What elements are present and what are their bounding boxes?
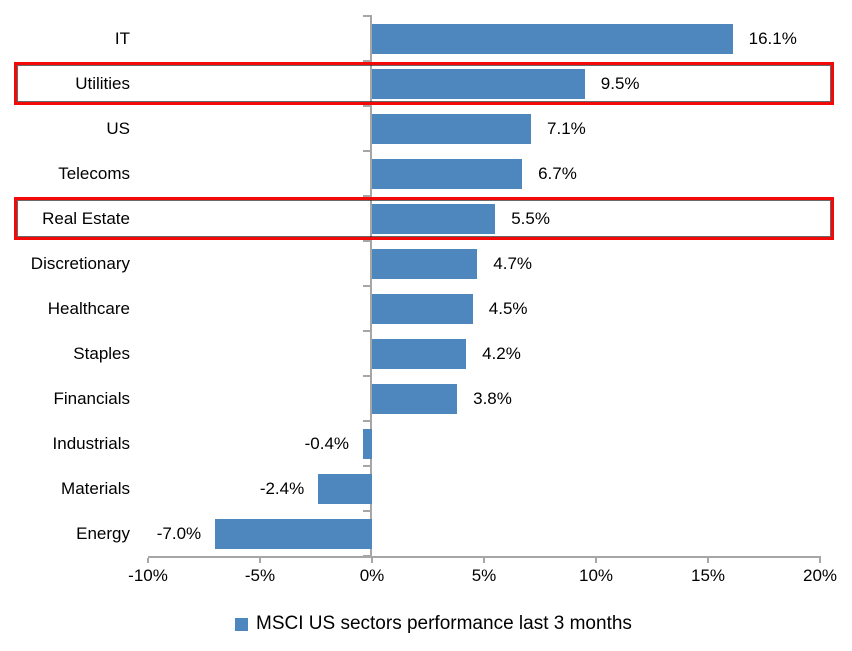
y-axis-tick bbox=[363, 330, 371, 332]
bar bbox=[318, 473, 372, 504]
y-axis-tick bbox=[363, 195, 371, 197]
bar bbox=[372, 248, 478, 279]
highlight-box-utilities bbox=[14, 62, 834, 105]
y-axis-tick bbox=[363, 15, 371, 17]
x-axis-tick bbox=[595, 558, 597, 563]
bar bbox=[372, 383, 458, 414]
value-label: 7.1% bbox=[547, 118, 586, 138]
legend: MSCI US sectors performance last 3 month… bbox=[235, 611, 632, 637]
y-axis-tick bbox=[363, 240, 371, 242]
bar bbox=[215, 518, 372, 549]
x-axis-tick-label: 5% bbox=[471, 566, 497, 585]
category-label: Healthcare bbox=[47, 298, 130, 318]
value-label: 4.7% bbox=[493, 253, 533, 273]
x-axis-tick bbox=[147, 558, 149, 563]
category-label: Financials bbox=[53, 388, 130, 408]
x-axis-line bbox=[148, 556, 821, 558]
bar bbox=[372, 203, 496, 234]
value-label: -2.4% bbox=[259, 478, 305, 498]
category-label: Discretionary bbox=[30, 253, 130, 273]
x-axis-tick-label: -10% bbox=[128, 566, 168, 585]
x-axis-tick-label: 10% bbox=[578, 566, 614, 585]
y-axis-tick bbox=[363, 420, 371, 422]
y-axis-tick bbox=[363, 375, 371, 377]
x-axis-tick bbox=[707, 558, 709, 563]
value-label: 4.5% bbox=[488, 298, 528, 318]
category-label: Real Estate bbox=[42, 208, 130, 228]
category-label: Industrials bbox=[52, 433, 130, 453]
bar bbox=[372, 113, 532, 144]
y-axis-tick bbox=[363, 555, 371, 557]
x-axis-tick-label: -5% bbox=[244, 566, 276, 585]
bar bbox=[372, 293, 473, 324]
value-label: 5.5% bbox=[511, 208, 550, 228]
category-label: Telecoms bbox=[58, 163, 130, 183]
bar bbox=[372, 68, 585, 99]
value-label: 6.7% bbox=[538, 163, 577, 183]
y-axis-tick bbox=[363, 105, 371, 107]
y-axis-tick bbox=[363, 150, 371, 152]
category-label: US bbox=[106, 118, 130, 138]
bar bbox=[372, 158, 523, 189]
highlight-box-real-estate bbox=[14, 197, 834, 240]
category-label: Staples bbox=[73, 343, 130, 363]
y-axis-tick bbox=[363, 465, 371, 467]
y-axis-tick bbox=[363, 285, 371, 287]
value-label: 16.1% bbox=[748, 28, 797, 48]
value-label: 3.8% bbox=[473, 388, 512, 408]
x-axis-tick-label: 20% bbox=[802, 566, 838, 585]
bar bbox=[363, 428, 372, 459]
x-axis-tick bbox=[819, 558, 821, 563]
category-label: Utilities bbox=[75, 73, 130, 93]
bar bbox=[372, 23, 733, 54]
x-axis-tick bbox=[371, 558, 373, 563]
category-label: IT bbox=[114, 28, 130, 48]
value-label: 4.2% bbox=[482, 343, 521, 363]
x-axis-tick bbox=[483, 558, 485, 563]
y-axis-tick bbox=[363, 60, 371, 62]
y-axis-tick bbox=[363, 510, 371, 512]
category-label: Materials bbox=[61, 478, 130, 498]
value-label: -0.4% bbox=[304, 433, 350, 453]
x-axis-tick-label: 0% bbox=[359, 566, 385, 585]
value-label: -7.0% bbox=[156, 523, 202, 543]
bar bbox=[372, 338, 467, 369]
x-axis-tick bbox=[259, 558, 261, 563]
value-label: 9.5% bbox=[600, 73, 640, 93]
category-label: Energy bbox=[76, 523, 130, 543]
y-axis-line bbox=[370, 15, 372, 557]
x-axis-tick-label: 15% bbox=[690, 566, 726, 585]
legend-label: MSCI US sectors performance last 3 month… bbox=[256, 613, 632, 634]
legend-marker-icon bbox=[235, 617, 248, 631]
